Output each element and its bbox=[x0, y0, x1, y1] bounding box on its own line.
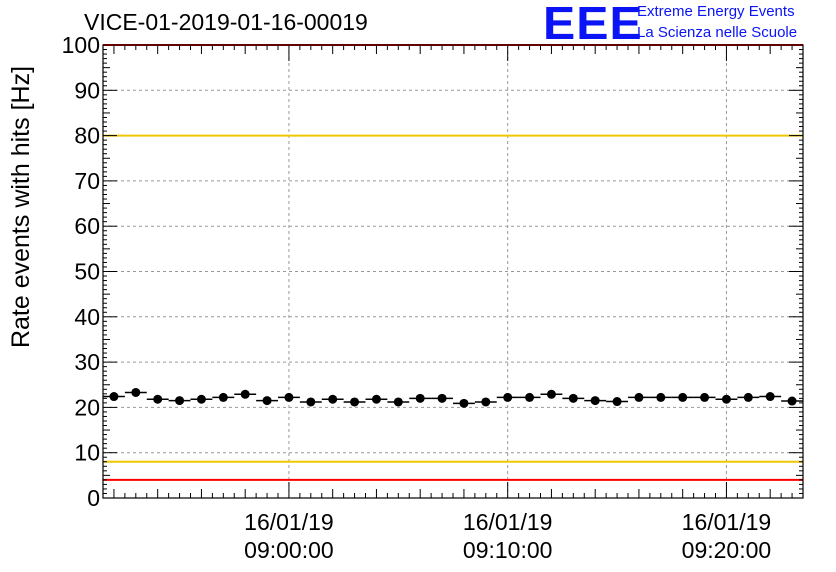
data-point bbox=[328, 394, 338, 404]
logo-caption-line1: Extreme Energy Events bbox=[637, 3, 795, 20]
data-point bbox=[743, 392, 753, 402]
x-tick-label-time: 09:10:00 bbox=[463, 537, 553, 563]
data-point bbox=[459, 398, 469, 408]
axes bbox=[102, 44, 804, 499]
data-point bbox=[196, 394, 206, 404]
data-point bbox=[721, 394, 731, 404]
data-point bbox=[284, 392, 294, 402]
y-tick-label: 40 bbox=[74, 304, 100, 330]
data-point bbox=[546, 389, 556, 399]
data-point bbox=[153, 394, 163, 404]
eee-logo: EEE bbox=[543, 0, 643, 49]
data-point bbox=[612, 397, 622, 407]
reference-lines bbox=[103, 44, 803, 481]
data-point bbox=[590, 396, 600, 406]
x-tick-label-time: 09:20:00 bbox=[682, 537, 772, 563]
y-tick-label: 20 bbox=[74, 394, 100, 420]
data-point bbox=[437, 393, 447, 403]
data-point bbox=[415, 393, 425, 403]
data-point bbox=[306, 397, 316, 407]
data-point bbox=[109, 392, 119, 402]
y-axis-label: Rate events with hits [Hz] bbox=[7, 66, 35, 348]
x-tick-label-date: 16/01/19 bbox=[463, 509, 553, 535]
y-tick-label: 100 bbox=[62, 32, 100, 58]
x-tick-label-date: 16/01/19 bbox=[244, 509, 334, 535]
grid bbox=[103, 45, 803, 498]
data-point bbox=[656, 392, 666, 402]
data-point bbox=[350, 397, 360, 407]
data-point bbox=[262, 396, 272, 406]
data-point bbox=[568, 393, 578, 403]
data-point bbox=[371, 394, 381, 404]
y-tick-label: 60 bbox=[74, 213, 100, 239]
data-point bbox=[481, 397, 491, 407]
data-point bbox=[131, 387, 141, 397]
data-point bbox=[700, 392, 710, 402]
chart-title: VICE-01-2019-01-16-00019 bbox=[84, 9, 368, 35]
data-point bbox=[634, 392, 644, 402]
y-tick-label: 30 bbox=[74, 349, 100, 375]
tick-labels: 010203040506070809010016/01/1909:00:0016… bbox=[62, 32, 772, 563]
data-point bbox=[678, 392, 688, 402]
data-point bbox=[765, 392, 775, 402]
data-point bbox=[787, 396, 797, 406]
data-point bbox=[393, 397, 403, 407]
data-point bbox=[525, 392, 535, 402]
logo-caption-line2: La Scienza nelle Scuole bbox=[637, 24, 798, 41]
data-point bbox=[218, 392, 228, 402]
data-point bbox=[240, 389, 250, 399]
y-tick-label: 70 bbox=[74, 168, 100, 194]
y-tick-label: 90 bbox=[74, 77, 100, 103]
y-tick-label: 10 bbox=[74, 440, 100, 466]
y-tick-label: 80 bbox=[74, 123, 100, 149]
data-points bbox=[103, 387, 803, 408]
y-tick-label: 50 bbox=[74, 259, 100, 285]
x-tick-label-time: 09:00:00 bbox=[244, 537, 334, 563]
data-point bbox=[503, 392, 513, 402]
y-tick-label: 0 bbox=[87, 485, 100, 511]
data-point bbox=[175, 396, 185, 406]
x-tick-label-date: 16/01/19 bbox=[682, 509, 772, 535]
